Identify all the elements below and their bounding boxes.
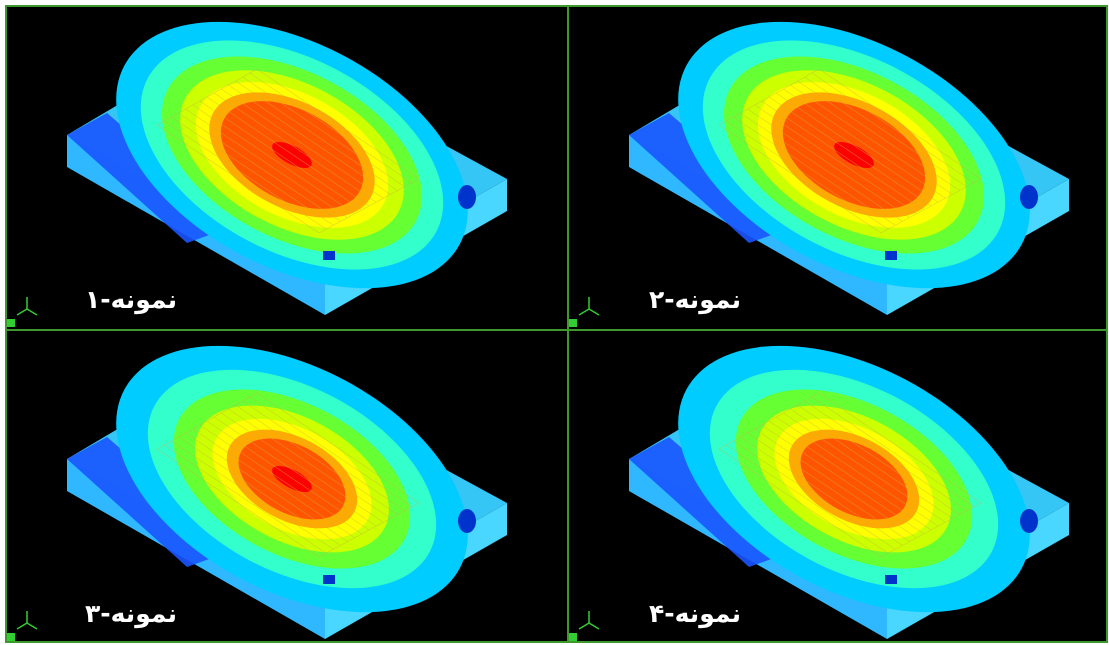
- viewport-label: نمونه-۲: [649, 285, 742, 314]
- viewport-label: نمونه-۴: [649, 599, 742, 628]
- contour-plot-1: [67, 21, 507, 315]
- axis-triad-icon: [16, 297, 38, 316]
- viewport-label: نمونه-۳: [85, 599, 178, 628]
- viewport-corner-marker: [569, 633, 577, 641]
- viewport-grid: نمونه-۱ نمونه-۲ نمونه-۳ نمونه-۴: [5, 5, 1108, 643]
- viewport-2[interactable]: نمونه-۲: [569, 7, 1106, 327]
- axis-triad-icon: [578, 611, 600, 630]
- viewport-divider-horizontal[interactable]: [7, 329, 1106, 331]
- contour-plot-2: [629, 21, 1069, 315]
- viewport-corner-marker: [7, 633, 15, 641]
- axis-triad-icon: [578, 297, 600, 316]
- viewport-3[interactable]: نمونه-۳: [7, 331, 565, 641]
- viewport-1[interactable]: نمونه-۱: [7, 7, 565, 327]
- contour-plot-4: [629, 345, 1069, 639]
- viewport-corner-marker: [569, 319, 577, 327]
- viewport-label: نمونه-۱: [85, 285, 178, 314]
- viewport-corner-marker: [7, 319, 15, 327]
- axis-triad-icon: [16, 611, 38, 630]
- viewport-divider-vertical[interactable]: [567, 7, 569, 641]
- viewport-4[interactable]: نمونه-۴: [569, 331, 1106, 641]
- contour-plot-3: [67, 345, 507, 639]
